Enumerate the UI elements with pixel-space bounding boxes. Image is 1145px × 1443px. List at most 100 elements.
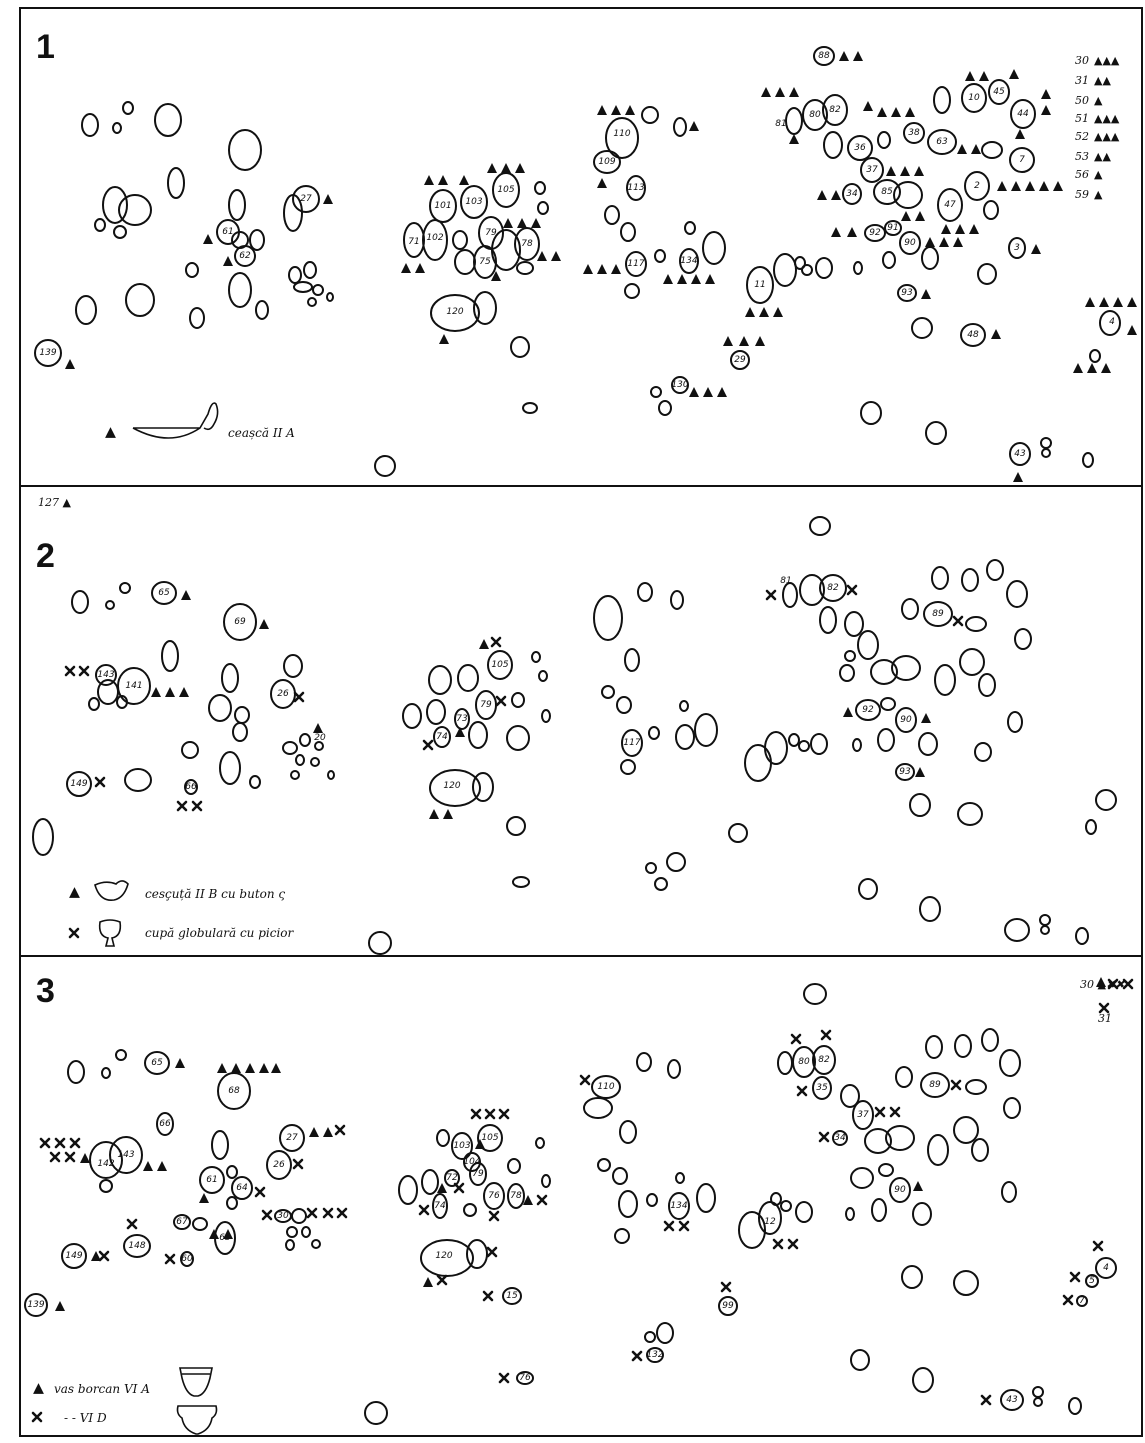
panel-1-triangle-markers: [65, 51, 1137, 482]
pit-number: 29: [734, 355, 746, 365]
pit-number: 90: [894, 1185, 906, 1195]
count-id: 52: [1075, 130, 1089, 143]
pit-number: 26: [273, 1160, 285, 1170]
count-marks: ▲▲▲: [1094, 54, 1120, 67]
count-marks: ▲▲: [1094, 150, 1111, 163]
pit-number: 81: [780, 576, 791, 586]
pit-number: 99: [722, 1301, 734, 1311]
panel-3-label: 3: [36, 972, 55, 1010]
pit-number: 139: [27, 1300, 44, 1310]
pit-number: 105: [491, 660, 508, 670]
pit-number: 34: [846, 189, 858, 199]
pit-number: 20: [314, 733, 326, 743]
count-id: 30: [1075, 54, 1089, 67]
count-marks: ▲: [1094, 188, 1103, 201]
pit-number: 82: [818, 1055, 830, 1065]
pit-number: 143: [117, 1150, 134, 1160]
pit-number: 120: [446, 307, 463, 317]
panel-3-pits: [24, 983, 1117, 1425]
pit-number: 7: [1079, 1296, 1085, 1306]
pit-number: 102: [426, 233, 443, 243]
pit-number: 148: [128, 1241, 145, 1251]
pit-number: 81: [775, 119, 786, 129]
pit-number: 103: [465, 197, 482, 207]
pit-number: 11: [754, 280, 765, 290]
pit-number: 30: [277, 1211, 289, 1221]
footed-goblet-icon: [98, 919, 122, 947]
pit-number: 43: [1006, 1395, 1018, 1405]
pit-number: 44: [1017, 109, 1029, 119]
pit-number: 78: [521, 239, 533, 249]
pit-number: 80: [809, 110, 821, 120]
pit-number: 48: [967, 330, 979, 340]
panel-2: 127 ▲ 2: [19, 485, 1143, 957]
pit-number: 79: [472, 1169, 484, 1179]
pit-number: 117: [627, 259, 644, 269]
pit-number: 65: [158, 588, 170, 598]
pit-number: 104: [463, 1157, 480, 1167]
pit-number: 15: [506, 1291, 518, 1301]
count-id: 31: [1075, 74, 1089, 87]
count-id: 50: [1075, 94, 1089, 107]
panel-1-label: 1: [36, 28, 55, 66]
pit-number: 61: [222, 227, 233, 237]
pit-number: 92: [862, 705, 874, 715]
pit-number: 72: [446, 1173, 458, 1183]
panel-2-pit-numbers: 65 69 143 141 26 20 149 66 105 73 79 74 …: [70, 576, 944, 792]
pit-number: 105: [497, 185, 514, 195]
legend-label: cesçuță II B cu buton ς: [145, 887, 285, 901]
pit-number: 65: [151, 1058, 163, 1068]
jar-vessel-icon: [179, 1367, 213, 1397]
pit-number: 143: [97, 670, 114, 680]
pit-number: 149: [65, 1251, 82, 1261]
pit-number: 120: [435, 1251, 452, 1261]
panel-1-pits: [34, 46, 1121, 477]
pit-number: 132: [646, 1350, 663, 1360]
panel-3-frame: [19, 955, 1143, 1437]
count-id: 53: [1075, 150, 1089, 163]
pit-number: 27: [300, 194, 312, 204]
pit-number: 63: [936, 137, 948, 147]
pit-number: 10: [968, 93, 980, 103]
panel-3: 3 30 ▲✖✖ 31: [19, 955, 1143, 1437]
pit-number: 66: [185, 782, 197, 792]
small-cup-icon: [94, 880, 129, 902]
pit-number: 93: [899, 767, 911, 777]
pit-number: 4: [1103, 1263, 1109, 1273]
pit-number: 101: [434, 201, 451, 211]
legend-label: cupă globulară cu picior: [145, 926, 295, 940]
corner-label: 31: [1098, 1012, 1112, 1025]
pit-number: 5: [1089, 1276, 1095, 1286]
count-id: 59: [1075, 188, 1089, 201]
legend-triangle-icon: [69, 887, 80, 898]
pit-number: 149: [70, 779, 87, 789]
pit-number: 47: [944, 200, 956, 210]
pit-number: 142: [97, 1159, 114, 1169]
pit-number: 88: [818, 51, 830, 61]
pit-number: 27: [286, 1133, 298, 1143]
pit-number: 76: [519, 1373, 531, 1383]
pit-number: 89: [932, 609, 944, 619]
pit-number: 130: [671, 380, 688, 390]
pit-number: 82: [827, 583, 839, 593]
pit-number: 103: [453, 1141, 470, 1151]
panel-2-legend: cesçuță II B cu buton ς cupă globulară c…: [68, 880, 295, 947]
pit-number: 109: [598, 157, 615, 167]
pit-number: 71: [408, 237, 419, 247]
pit-number: 82: [829, 105, 841, 115]
legend-triangle-icon: [105, 427, 116, 438]
count-marks: ▲▲▲: [1094, 130, 1120, 143]
pit-number: 117: [623, 738, 640, 748]
pit-number: 66: [159, 1119, 171, 1129]
pit-number: 105: [481, 1133, 498, 1143]
pit-number: 74: [434, 1201, 446, 1211]
pot-vessel-icon: [176, 1405, 218, 1435]
panel-2-label: 2: [36, 537, 55, 575]
pit-number: 79: [485, 228, 497, 238]
pit-number: 90: [904, 238, 916, 248]
panel-1-pit-numbers: 139 27 61 62 101 103 105 102 71 79 75 78…: [39, 51, 1115, 459]
panel-3-markers: [39, 977, 1134, 1406]
pit-number: 73: [456, 714, 468, 724]
pit-number: 89: [929, 1080, 941, 1090]
